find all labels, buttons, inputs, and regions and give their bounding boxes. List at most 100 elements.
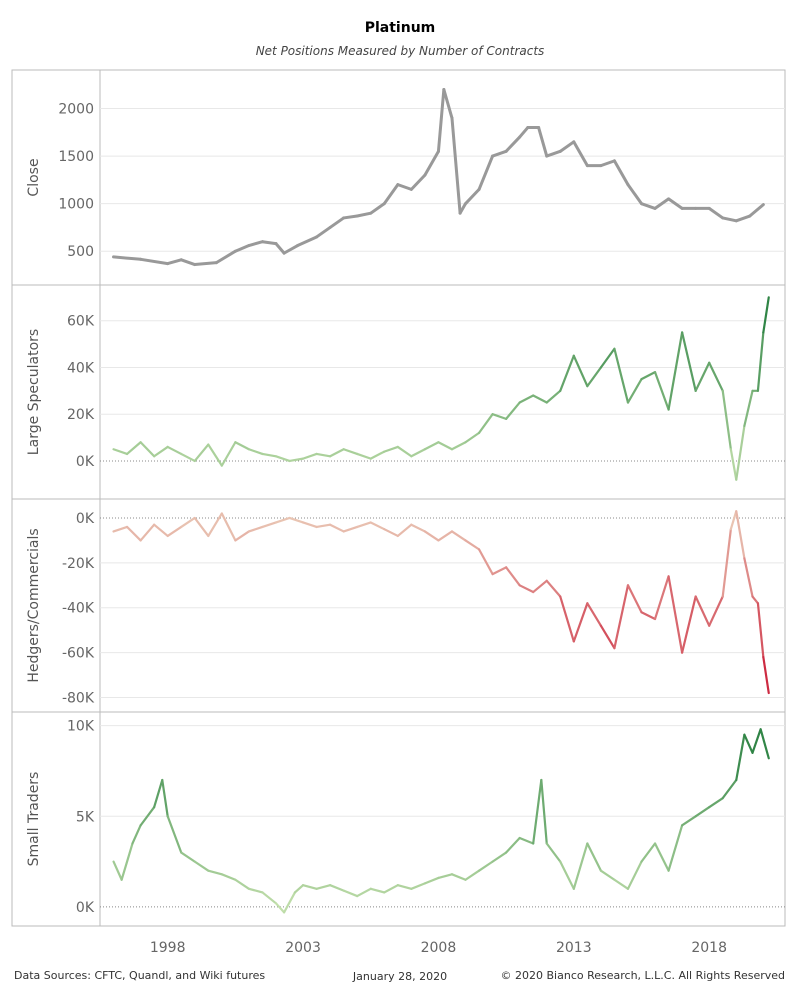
- footer-copyright: © 2020 Bianco Research, L.L.C. All Right…: [500, 969, 785, 982]
- series-segment: [721, 389, 732, 451]
- chart-subtitle: Net Positions Measured by Number of Cont…: [255, 44, 545, 58]
- series-segment: [161, 778, 169, 818]
- series-segment: [356, 887, 372, 898]
- series-segment: [599, 347, 616, 369]
- y-tick-label: 0K: [76, 511, 95, 527]
- series-segment: [735, 510, 746, 560]
- series-segment: [729, 510, 738, 531]
- series-segment: [423, 530, 440, 542]
- series-segment: [112, 448, 129, 456]
- series-segment: [681, 331, 697, 392]
- series-segment: [296, 235, 319, 248]
- series-segment: [112, 860, 123, 881]
- series-segment: [180, 851, 196, 863]
- series-segment: [751, 728, 762, 754]
- x-tick-label: 2003: [285, 940, 321, 956]
- series-segment: [282, 244, 300, 255]
- y-tick-label: 1500: [58, 149, 94, 165]
- series-segment: [599, 159, 616, 168]
- series-segment: [153, 523, 169, 538]
- series-segment: [369, 887, 386, 894]
- series-segment: [234, 441, 251, 451]
- series-segment: [626, 378, 643, 404]
- series-segment: [748, 203, 765, 218]
- series-segment: [518, 584, 535, 594]
- series-segment: [762, 296, 770, 334]
- series-segment: [410, 448, 427, 458]
- series-segment: [735, 424, 746, 481]
- series-segment: [518, 126, 530, 139]
- series-segment: [112, 255, 143, 261]
- series-segment: [540, 778, 548, 845]
- series-segment: [423, 441, 440, 451]
- series-segment: [464, 869, 481, 881]
- series-segment: [559, 595, 575, 643]
- series-segment: [464, 187, 481, 206]
- series-segment: [207, 869, 223, 876]
- x-tick-label: 2018: [691, 940, 727, 956]
- series-segment: [734, 214, 752, 223]
- series-segment: [315, 523, 332, 529]
- x-tick-label: 2008: [421, 940, 457, 956]
- series-segment: [120, 842, 134, 881]
- series-segment: [234, 878, 251, 890]
- chart-frame: [11, 69, 786, 927]
- series-segment: [214, 249, 237, 265]
- series-segment: [193, 516, 210, 538]
- series-segment: [707, 206, 725, 220]
- series-segment: [112, 525, 129, 533]
- series-segment: [612, 159, 630, 187]
- series-segment: [450, 873, 467, 881]
- series-segment: [260, 240, 278, 246]
- series-segment: [626, 584, 643, 614]
- series-segment: [193, 443, 210, 463]
- x-tick-label: 2013: [556, 940, 592, 956]
- series-segment: [599, 624, 616, 650]
- series-segment: [315, 884, 332, 890]
- series-segment: [477, 548, 494, 576]
- series-segment: [458, 202, 468, 215]
- panel-ylabel: Hedgers/Commercials: [26, 528, 42, 682]
- series-segment: [545, 149, 562, 158]
- series-segment: [423, 876, 440, 885]
- series-segment: [207, 443, 223, 467]
- series-segment: [193, 860, 210, 872]
- series-segment: [125, 525, 142, 542]
- series-segment: [743, 733, 754, 754]
- series-segment: [396, 884, 413, 890]
- series-segment: [450, 530, 467, 542]
- series-segment: [234, 530, 251, 542]
- series-segment: [653, 842, 670, 872]
- series-segment: [464, 539, 481, 551]
- series-segment: [743, 389, 754, 427]
- series-segment: [640, 842, 657, 863]
- x-tick-label: 1998: [150, 940, 186, 956]
- y-tick-label: 10K: [67, 719, 95, 735]
- series-segment: [653, 197, 671, 210]
- series-segment: [247, 240, 264, 248]
- series-segment: [410, 882, 427, 890]
- series-segment: [667, 197, 684, 210]
- series-segment: [247, 525, 264, 533]
- series-segment: [179, 258, 197, 267]
- series-segment: [131, 824, 142, 845]
- series-segment: [477, 860, 494, 872]
- series-segment: [545, 842, 562, 863]
- series-segment: [233, 244, 251, 253]
- series-segment: [436, 88, 446, 153]
- y-tick-label: 2000: [58, 102, 94, 118]
- series-segment: [667, 331, 684, 411]
- series-segment: [762, 656, 770, 695]
- series-segment: [139, 523, 156, 542]
- series-segment: [437, 530, 454, 542]
- series-segment: [464, 431, 481, 444]
- series-segment: [626, 183, 644, 206]
- series-segment: [153, 778, 164, 809]
- series-segment: [328, 216, 346, 229]
- series-segment: [139, 441, 156, 458]
- series-segment: [667, 575, 684, 654]
- series-segment: [721, 778, 738, 800]
- series-segment: [559, 860, 575, 890]
- series-segment: [667, 824, 684, 872]
- series-segment: [537, 126, 549, 158]
